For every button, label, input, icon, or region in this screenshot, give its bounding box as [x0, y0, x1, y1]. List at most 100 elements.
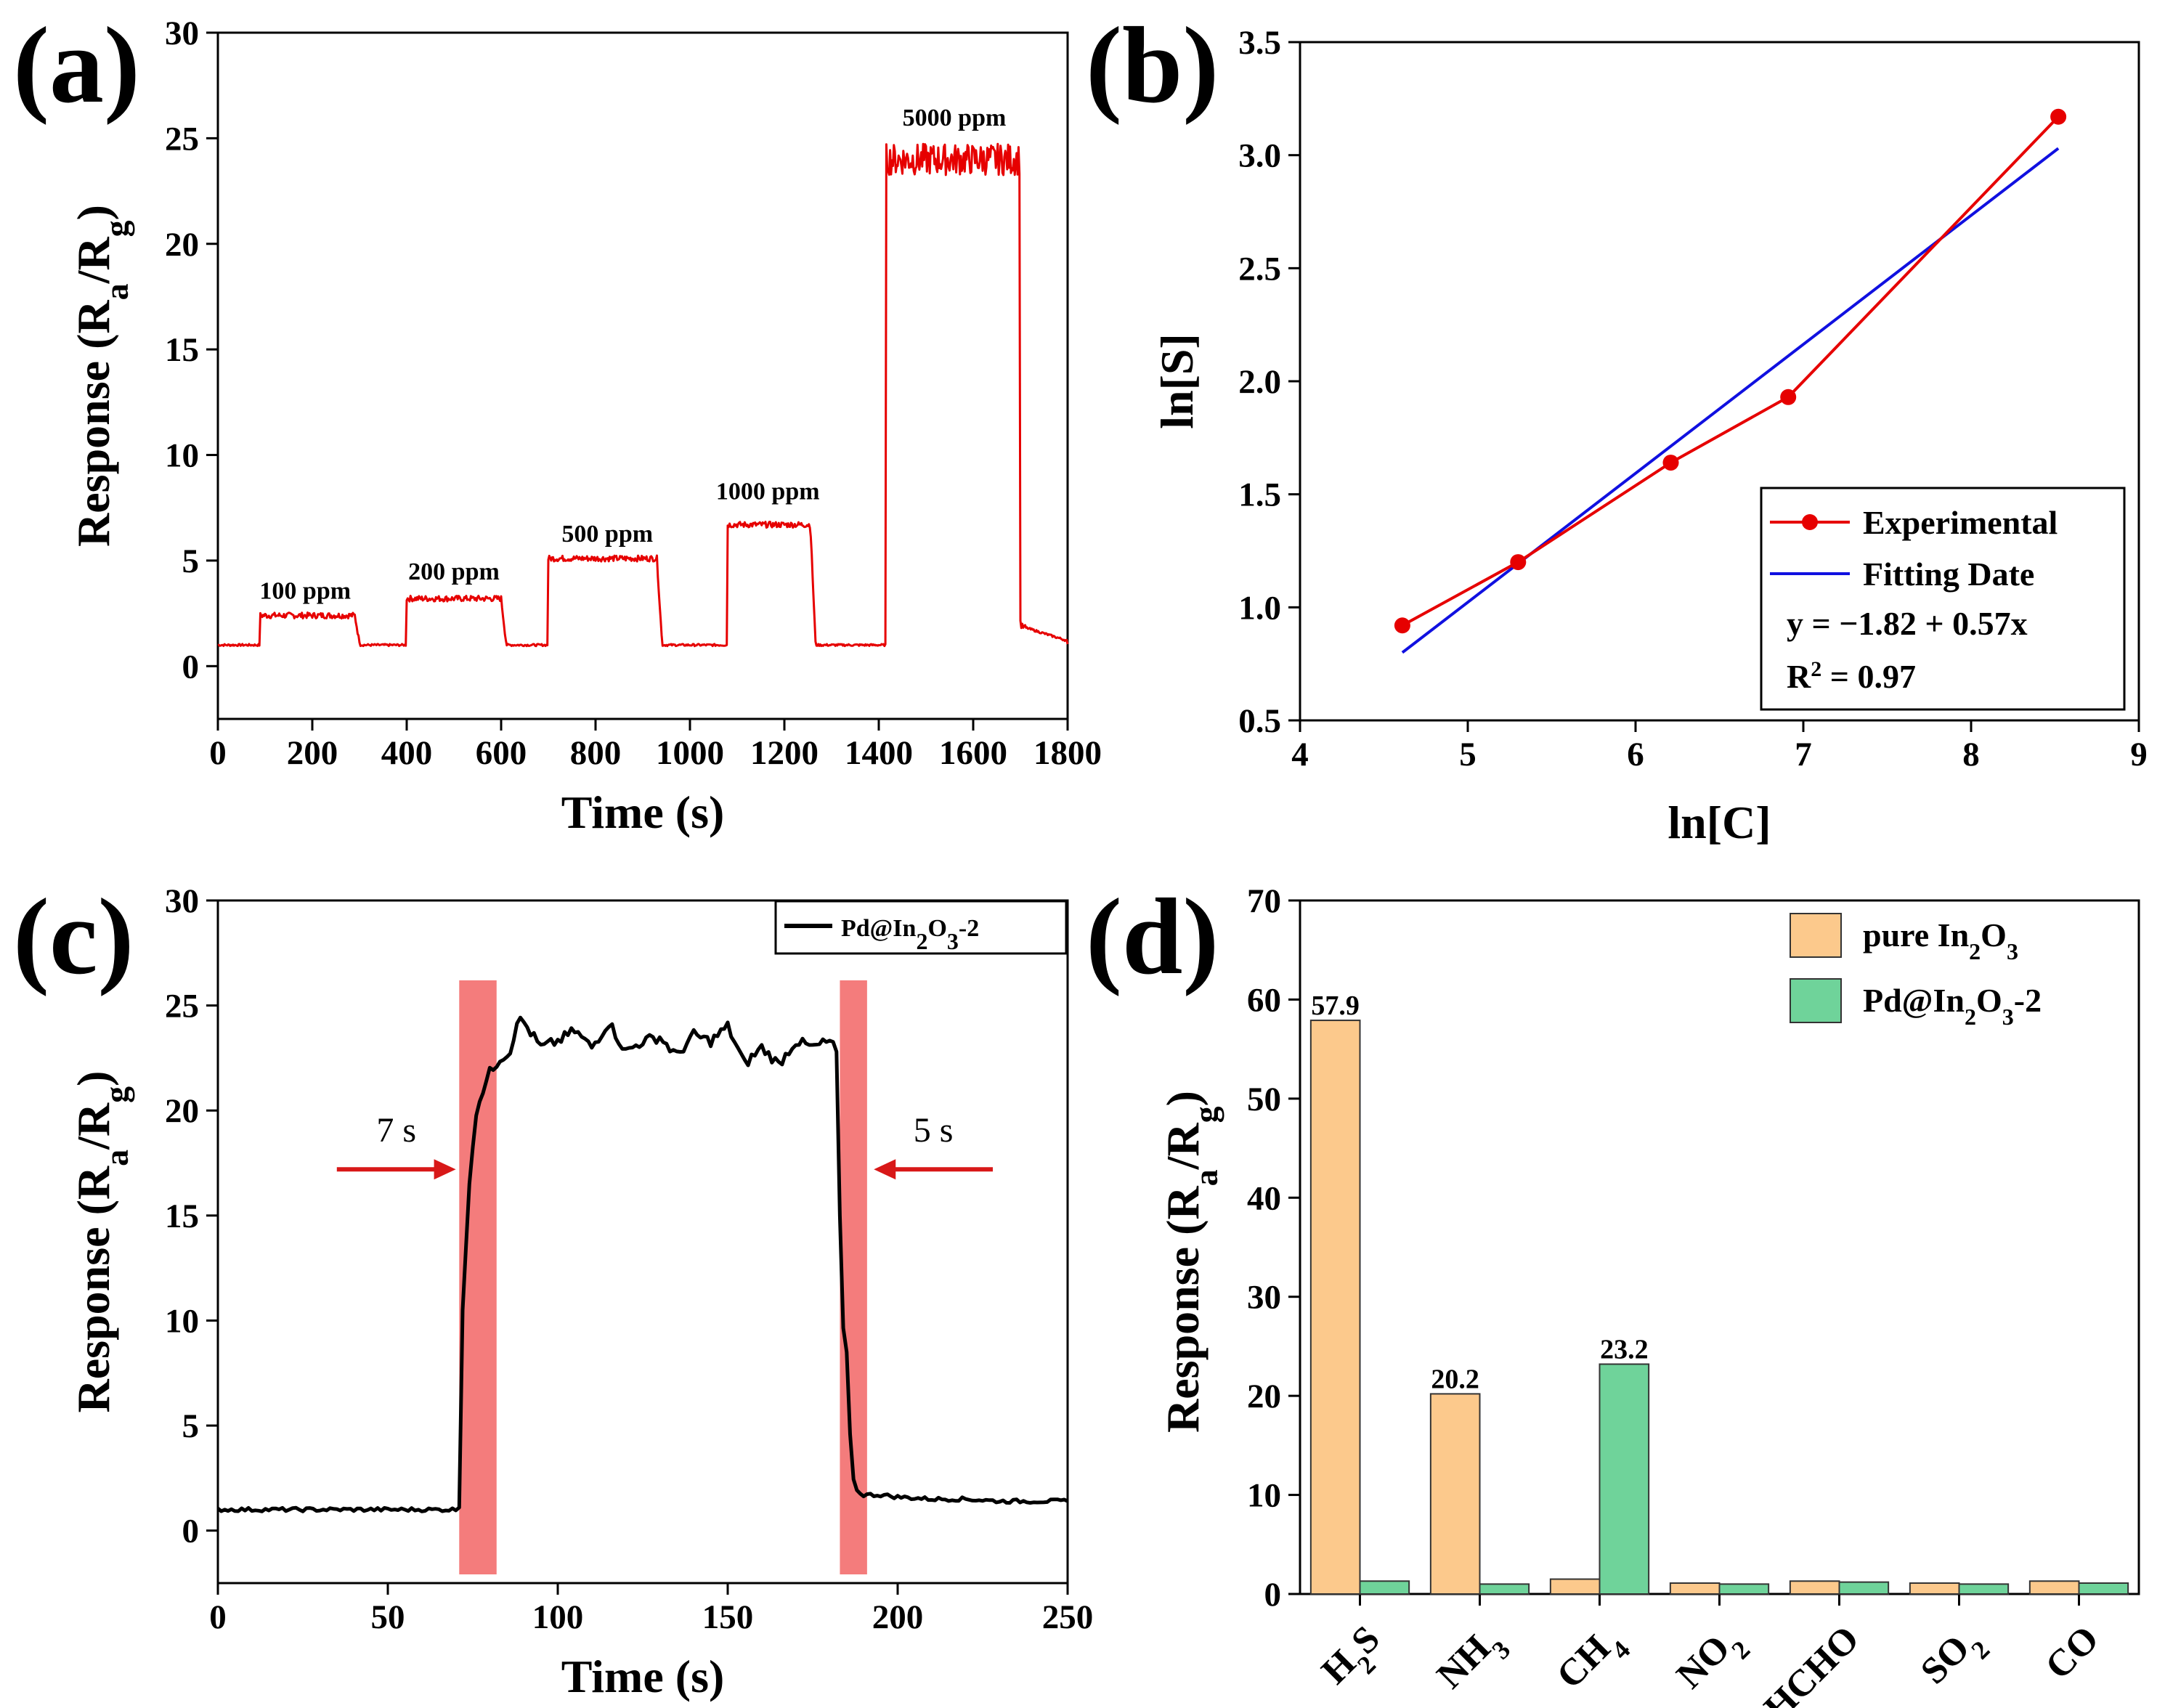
plot-frame [216, 31, 1069, 720]
y-tick-label: 5 [182, 1407, 200, 1445]
experimental-point [2050, 108, 2067, 125]
legend-label-suffix: -2 [959, 915, 979, 942]
y-tick-label: 60 [1247, 981, 1281, 1019]
y-axis-title-mid: /R [68, 237, 119, 285]
y-axis-title: Response (Ra/Rg) [68, 205, 135, 547]
x-tick-label: 4 [1291, 736, 1309, 773]
y-tick-label: 10 [165, 437, 199, 475]
legend-label: Pd@In2O3-2 [1863, 982, 2042, 1030]
r-squared-prefix: R [1787, 658, 1811, 695]
fit-equation: y = −1.82 + 0.57x [1787, 605, 2028, 642]
plot-frame [216, 899, 1069, 1585]
x-tick-label: 600 [476, 734, 527, 772]
concentration-label: 500 ppm [561, 521, 653, 548]
x-tick-label: 800 [570, 734, 622, 772]
legend-label-prefix: pure In [1863, 916, 1969, 953]
legend-box [1760, 487, 2126, 711]
legend-label-sub: 2 [916, 928, 927, 954]
panel-label: (a) [13, 5, 140, 126]
bar-data-label: 57.9 [1311, 991, 1360, 1021]
bar-pd [2078, 1582, 2129, 1595]
bar-pd [1359, 1580, 1410, 1595]
category-label-base: CH [1549, 1627, 1618, 1696]
legend-label-prefix: Pd@In [1863, 982, 1965, 1019]
bar-pd [1838, 1581, 1890, 1595]
x-tick-label: 200 [872, 1598, 924, 1636]
concentration-label: 100 ppm [259, 577, 351, 604]
fit-r-squared: R2 = 0.97 [1787, 657, 1916, 696]
x-tick-label: 50 [371, 1598, 405, 1636]
bar-pure [1789, 1580, 1840, 1595]
legend-swatch [1790, 913, 1842, 958]
y-axis-title: Response (Ra/Rg) [1157, 1091, 1224, 1433]
legend-swatch [1790, 978, 1842, 1023]
x-tick-label: 8 [1962, 736, 1980, 773]
y-axis-title-mid: /R [68, 1102, 119, 1150]
y-tick-label: 10 [1247, 1477, 1281, 1515]
category-label: NH3 [1429, 1618, 1516, 1705]
experimental-point [1780, 389, 1797, 405]
response-line [216, 1015, 1069, 1513]
y-axis-title-mid: /R [1157, 1123, 1209, 1171]
y-tick-label: 0.5 [1238, 702, 1281, 740]
response-line [217, 142, 1069, 648]
y-tick-label: 50 [1247, 1081, 1281, 1118]
y-tick-label: 5 [182, 542, 200, 580]
y-tick-label: 3.5 [1238, 24, 1281, 62]
x-tick-label: 9 [2130, 736, 2148, 773]
x-tick-label: 0 [209, 1598, 227, 1636]
legend-label-sub: 2 [1969, 938, 1981, 964]
response-time-label: 7 s [376, 1111, 416, 1150]
category-label-base: H [1314, 1642, 1364, 1692]
legend-label-fitting: Fitting Date [1863, 556, 2034, 593]
x-tick-label: 1400 [845, 734, 913, 772]
legend-marker-experimental [1802, 514, 1818, 530]
y-tick-label: 0 [1264, 1576, 1282, 1614]
x-tick-label: 5 [1459, 736, 1476, 773]
y-tick-label: 15 [165, 331, 199, 369]
y-tick-label: 30 [165, 882, 199, 920]
bar-pure [1309, 1020, 1361, 1595]
bar-pure [2028, 1580, 2080, 1595]
legend-label-mid: O [927, 915, 946, 942]
panel-a: 0 200 400 600 800 1000 1200 1400 1600 1800 0 5 10 15 2… [13, 5, 1102, 838]
bar-pure [1669, 1582, 1721, 1595]
panel-label: (c) [13, 877, 134, 997]
legend-label-sub: 3 [2007, 938, 2018, 964]
y-axis-title-sub: g [98, 220, 135, 237]
y-axis-title-sub: a [1187, 1169, 1224, 1186]
y-tick-label: 2.0 [1238, 363, 1281, 401]
x-tick-label: 1800 [1033, 734, 1102, 772]
x-tick-label: 150 [702, 1598, 754, 1636]
category-label-base: HCHO [1756, 1618, 1867, 1708]
legend-label: pure In2O3 [1863, 916, 2018, 964]
y-tick-label: 70 [1247, 882, 1281, 920]
r-squared-value: = 0.97 [1821, 658, 1916, 695]
x-tick-label: 6 [1627, 736, 1644, 773]
x-tick-label: 100 [532, 1598, 584, 1636]
x-tick-label: 1200 [750, 734, 819, 772]
category-label-base: NO [1669, 1627, 1738, 1696]
y-axis-title-main: Response (R [68, 1166, 119, 1412]
y-tick-label: 25 [165, 988, 199, 1025]
y-tick-label: 0 [182, 648, 200, 686]
x-tick-label: 0 [209, 734, 227, 772]
y-axis-title: ln[S] [1151, 333, 1203, 429]
y-axis-title-main: Response (R [1157, 1186, 1209, 1433]
y-tick-label: 20 [1247, 1378, 1281, 1415]
bar-pd [1958, 1583, 2010, 1595]
y-tick-label: 0 [182, 1513, 200, 1550]
category-label: CO [2038, 1618, 2107, 1687]
category-label: CH4 [1549, 1618, 1636, 1705]
concentration-label: 200 ppm [408, 558, 500, 585]
concentration-label: 1000 ppm [716, 479, 820, 505]
y-axis-title: Response (Ra/Rg) [68, 1071, 135, 1413]
panel-label: (b) [1086, 5, 1219, 126]
y-tick-label: 1.5 [1238, 476, 1281, 514]
bar-pd [1479, 1583, 1530, 1595]
panel-label: (d) [1086, 877, 1219, 997]
y-tick-label: 20 [165, 1092, 199, 1130]
category-label-tail: S [1344, 1618, 1388, 1662]
